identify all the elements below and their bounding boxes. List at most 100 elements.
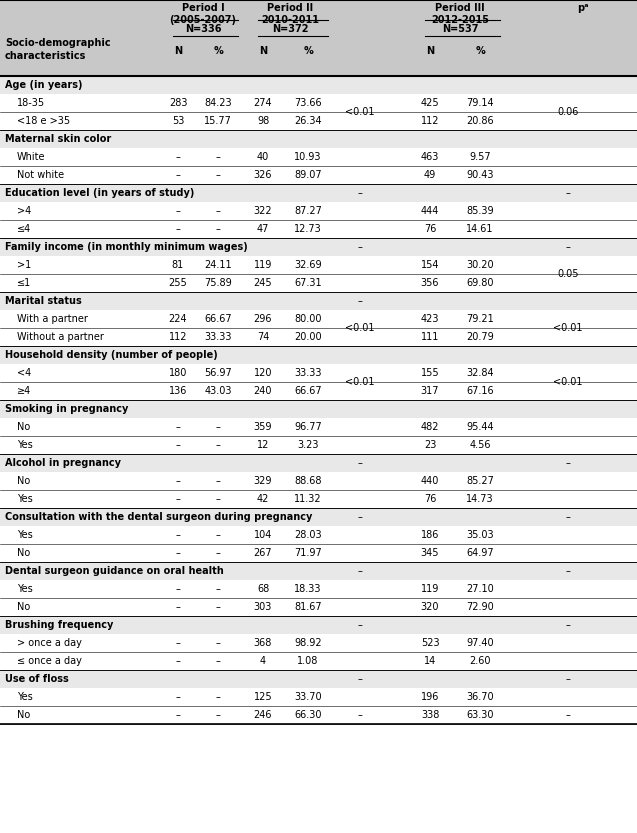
Text: 66.30: 66.30 — [294, 710, 322, 720]
Text: Education level (in years of study): Education level (in years of study) — [5, 188, 194, 198]
Text: <4: <4 — [17, 368, 31, 378]
Text: 303: 303 — [254, 602, 272, 612]
Text: –: – — [176, 692, 180, 702]
Text: 26.34: 26.34 — [294, 116, 322, 126]
Text: 180: 180 — [169, 368, 187, 378]
Text: 196: 196 — [421, 692, 439, 702]
Text: <18 e >35: <18 e >35 — [17, 116, 70, 126]
Text: –: – — [176, 638, 180, 648]
Text: 120: 120 — [254, 368, 272, 378]
Text: 42: 42 — [257, 494, 269, 504]
Text: 96.77: 96.77 — [294, 422, 322, 432]
Text: –: – — [215, 476, 220, 486]
Text: –: – — [566, 458, 571, 468]
Text: 64.97: 64.97 — [466, 548, 494, 558]
Text: N: N — [259, 46, 267, 56]
Text: 74: 74 — [257, 332, 269, 342]
Text: 20.00: 20.00 — [294, 332, 322, 342]
Text: 329: 329 — [254, 476, 272, 486]
Text: –: – — [176, 206, 180, 216]
Text: 523: 523 — [420, 638, 440, 648]
Text: 345: 345 — [421, 548, 440, 558]
Text: <0.01: <0.01 — [345, 107, 375, 117]
Text: <0.01: <0.01 — [554, 377, 583, 387]
Text: 0.05: 0.05 — [557, 269, 579, 279]
Text: No: No — [17, 422, 30, 432]
Text: 87.27: 87.27 — [294, 206, 322, 216]
Text: Yes: Yes — [17, 494, 32, 504]
Text: Without a partner: Without a partner — [17, 332, 104, 342]
Text: –: – — [176, 170, 180, 180]
Text: 11.32: 11.32 — [294, 494, 322, 504]
Text: No: No — [17, 602, 30, 612]
Text: 33.33: 33.33 — [294, 368, 322, 378]
Text: 85.39: 85.39 — [466, 206, 494, 216]
Text: 69.80: 69.80 — [466, 278, 494, 288]
Text: No: No — [17, 476, 30, 486]
Text: 85.27: 85.27 — [466, 476, 494, 486]
Text: –: – — [357, 242, 362, 252]
Text: 81: 81 — [172, 260, 184, 270]
Text: –: – — [566, 188, 571, 198]
Bar — [0, 76, 637, 94]
Text: 30.20: 30.20 — [466, 260, 494, 270]
Text: –: – — [566, 566, 571, 576]
Text: <0.01: <0.01 — [345, 377, 375, 387]
Text: ≥4: ≥4 — [17, 386, 31, 396]
Text: 72.90: 72.90 — [466, 602, 494, 612]
Text: –: – — [176, 530, 180, 540]
Text: –: – — [215, 548, 220, 558]
Text: 18.33: 18.33 — [294, 584, 322, 594]
Text: –: – — [215, 692, 220, 702]
Text: 15.77: 15.77 — [204, 116, 232, 126]
Text: >4: >4 — [17, 206, 31, 216]
Text: With a partner: With a partner — [17, 314, 88, 324]
Text: –: – — [566, 674, 571, 684]
Text: 136: 136 — [169, 386, 187, 396]
Text: –: – — [176, 224, 180, 234]
Text: 18-35: 18-35 — [17, 98, 45, 108]
Text: –: – — [176, 548, 180, 558]
Text: Alcohol in pregnancy: Alcohol in pregnancy — [5, 458, 121, 468]
Text: Consultation with the dental surgeon during pregnancy: Consultation with the dental surgeon dur… — [5, 512, 312, 522]
Text: –: – — [215, 656, 220, 666]
Bar — [0, 562, 637, 580]
Text: 245: 245 — [254, 278, 272, 288]
Text: 283: 283 — [169, 98, 187, 108]
Text: 267: 267 — [254, 548, 272, 558]
Text: 20.86: 20.86 — [466, 116, 494, 126]
Text: –: – — [176, 476, 180, 486]
Text: Period I
(2005-2007): Period I (2005-2007) — [169, 3, 236, 25]
Text: 14.73: 14.73 — [466, 494, 494, 504]
Text: Brushing frequency: Brushing frequency — [5, 620, 113, 630]
Text: No: No — [17, 548, 30, 558]
Text: 338: 338 — [421, 710, 439, 720]
Text: <0.01: <0.01 — [345, 323, 375, 333]
Text: 56.97: 56.97 — [204, 368, 232, 378]
Text: –: – — [215, 602, 220, 612]
Bar — [0, 238, 637, 256]
Text: 66.67: 66.67 — [294, 386, 322, 396]
Text: 80.00: 80.00 — [294, 314, 322, 324]
Text: 14: 14 — [424, 656, 436, 666]
Text: –: – — [215, 422, 220, 432]
Text: 112: 112 — [421, 116, 440, 126]
Text: 12: 12 — [257, 440, 269, 450]
Text: –: – — [176, 656, 180, 666]
Text: 155: 155 — [420, 368, 440, 378]
Text: 425: 425 — [420, 98, 440, 108]
Text: No: No — [17, 710, 30, 720]
Text: 97.40: 97.40 — [466, 638, 494, 648]
Text: N: N — [174, 46, 182, 56]
Bar — [0, 184, 637, 202]
Text: 90.43: 90.43 — [466, 170, 494, 180]
Text: 63.30: 63.30 — [466, 710, 494, 720]
Text: Yes: Yes — [17, 440, 32, 450]
Text: Yes: Yes — [17, 584, 32, 594]
Text: Marital status: Marital status — [5, 296, 82, 306]
Text: –: – — [566, 512, 571, 522]
Text: 119: 119 — [421, 584, 439, 594]
Text: Period III
2012-2015: Period III 2012-2015 — [431, 3, 489, 25]
Text: –: – — [176, 422, 180, 432]
Text: 317: 317 — [421, 386, 440, 396]
